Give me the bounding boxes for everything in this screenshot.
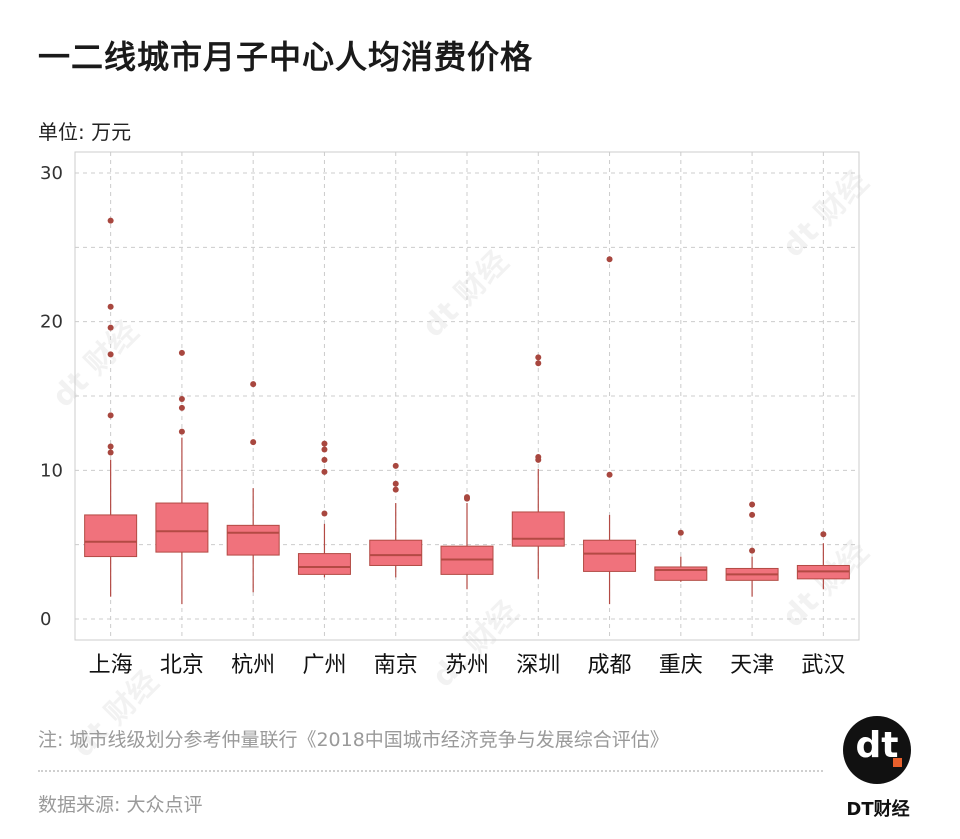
outlier-point xyxy=(321,440,328,447)
divider xyxy=(38,770,823,772)
outlier-point xyxy=(392,480,399,487)
x-tick-label: 杭州 xyxy=(231,653,275,678)
box-iqr xyxy=(297,553,351,575)
outlier-point xyxy=(535,360,542,367)
box-iqr xyxy=(155,502,209,553)
brand-logo-mark: dt xyxy=(855,725,899,766)
outlier-point xyxy=(606,471,613,478)
footnote: 注: 城市线级划分参考仲量联行《2018中国城市经济竞争与发展综合评估》 xyxy=(38,729,669,751)
outlier-point xyxy=(392,462,399,469)
outlier-point xyxy=(535,354,542,361)
outlier-point xyxy=(178,349,185,356)
outlier-point xyxy=(178,428,185,435)
box-iqr xyxy=(583,539,637,572)
outlier-point xyxy=(107,351,114,358)
x-tick-label: 苏州 xyxy=(445,653,489,678)
outlier-point xyxy=(107,217,114,224)
outlier-point xyxy=(321,456,328,463)
outlier-point xyxy=(677,529,684,536)
outlier-point xyxy=(107,449,114,456)
y-tick-label: 30 xyxy=(40,163,63,184)
box-iqr xyxy=(369,539,423,566)
outlier-point xyxy=(107,324,114,331)
brand-name: DT财经 xyxy=(846,799,910,820)
chart-title: 一二线城市月子中心人均消费价格 xyxy=(38,38,534,76)
outlier-point xyxy=(820,531,827,538)
x-tick-label: 武汉 xyxy=(801,653,845,678)
box-iqr xyxy=(226,524,280,556)
y-tick-label: 10 xyxy=(40,460,63,481)
data-source: 数据来源: 大众点评 xyxy=(38,794,203,816)
x-tick-label: 上海 xyxy=(89,653,133,678)
y-tick-label: 0 xyxy=(40,609,51,630)
outlier-point xyxy=(749,511,756,518)
x-tick-label: 深圳 xyxy=(516,653,560,678)
outlier-point xyxy=(392,486,399,493)
outlier-point xyxy=(178,395,185,402)
box-plot: 0 10 20 30 上海 北京 杭州 广州 南京 苏州 深圳 成都 重庆 天津 武汉 xyxy=(40,151,860,678)
outlier-point xyxy=(321,468,328,475)
outlier-point xyxy=(178,404,185,411)
outlier-point xyxy=(107,412,114,419)
outlier-point xyxy=(107,443,114,450)
outlier-point xyxy=(749,547,756,554)
outlier-point xyxy=(107,303,114,310)
x-tick-label: 广州 xyxy=(302,653,346,678)
outlier-point xyxy=(606,256,613,263)
brand-logo: dt xyxy=(843,716,911,784)
brand-logo-dot xyxy=(893,758,902,767)
outlier-point xyxy=(535,456,542,463)
x-tick-label: 天津 xyxy=(730,653,774,678)
y-tick-label: 20 xyxy=(40,312,63,333)
outlier-point xyxy=(250,439,257,446)
x-tick-label: 成都 xyxy=(588,653,632,678)
unit-label: 单位: 万元 xyxy=(38,120,132,144)
box-iqr xyxy=(84,514,138,558)
outlier-point xyxy=(321,446,328,453)
x-tick-label: 重庆 xyxy=(659,653,703,678)
outlier-point xyxy=(749,501,756,508)
outlier-point xyxy=(250,381,257,388)
x-tick-label: 北京 xyxy=(160,653,204,678)
x-tick-label: 南京 xyxy=(374,653,418,678)
outlier-point xyxy=(321,510,328,517)
box-iqr xyxy=(511,511,565,547)
outlier-point xyxy=(464,495,470,502)
